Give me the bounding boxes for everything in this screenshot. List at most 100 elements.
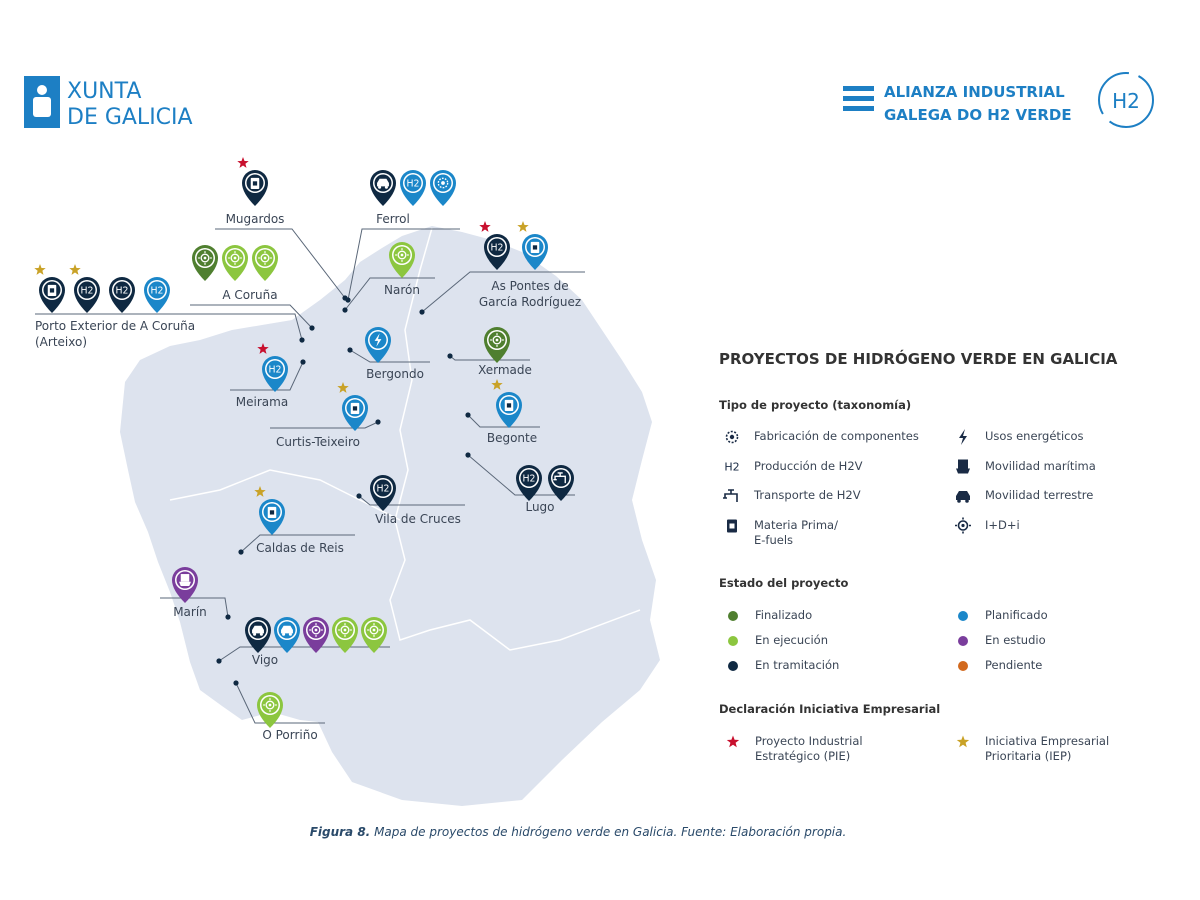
icon-text: H2: [116, 285, 129, 296]
icon: [228, 251, 242, 265]
icon-text: H2: [81, 285, 94, 296]
star: [491, 379, 503, 390]
leader-line: [421, 271, 585, 313]
icon-part: [180, 574, 190, 582]
icon-part: [203, 256, 207, 260]
location-dot: [465, 452, 471, 458]
icon: H2: [491, 242, 504, 253]
logo-text: DE GALICIA: [67, 105, 193, 130]
icon-part: [340, 625, 350, 635]
icon-part: [252, 181, 258, 186]
leader-line: [230, 361, 304, 391]
icon-text: H2: [724, 461, 739, 474]
location-label: As Pontes de García Rodríguez: [478, 279, 582, 309]
status-dot: [958, 661, 968, 671]
legend-label: Proyecto Industrial Estratégico (PIE): [755, 734, 863, 763]
icon-part: [956, 468, 970, 474]
legend-label: Iniciativa Empresarial Prioritaria (IEP): [985, 734, 1110, 763]
leader-line: [467, 454, 575, 496]
icon-part: [532, 245, 538, 250]
location-label: Curtis-Teixeiro: [276, 435, 360, 449]
icon: [956, 459, 970, 474]
legend-label: Movilidad marítima: [985, 458, 1096, 473]
icon: [258, 251, 272, 265]
icon-part: [395, 248, 409, 262]
icon-part: [268, 703, 272, 707]
icon-part: [729, 434, 735, 440]
icon-part: [179, 581, 191, 586]
icon: H2: [269, 364, 282, 375]
location-dot: [300, 359, 306, 365]
icon: [263, 698, 277, 712]
pin-core: [113, 281, 131, 299]
icon-part: [723, 489, 738, 502]
star: [237, 157, 249, 168]
location-label: Vila de Cruces: [375, 512, 461, 526]
icon-part: [281, 625, 293, 634]
legend-heading: Tipo de proyecto (taxonomía): [719, 398, 912, 412]
location-label: Begonte: [486, 431, 538, 445]
icon-part: [311, 625, 321, 635]
icon: [490, 333, 504, 347]
icon: [504, 399, 514, 411]
status-dot: [728, 636, 738, 646]
icon-part: [961, 523, 965, 528]
location-label: Ferrol: [376, 212, 410, 226]
leader-line: [190, 304, 313, 329]
icon-text: H2: [523, 473, 536, 484]
star: [69, 264, 81, 275]
star: [337, 382, 349, 393]
icon-part: [378, 185, 382, 189]
icon: [395, 248, 409, 262]
icon: [725, 430, 739, 444]
legend-label: Transporte de H2V: [754, 488, 861, 502]
icon: [252, 625, 264, 636]
location-dot: [233, 680, 239, 686]
legend-label: I+D+i: [985, 517, 1020, 532]
icon-part: [288, 632, 292, 636]
icon-part: [259, 632, 263, 636]
icon-part: [965, 499, 969, 503]
location-dot: [375, 419, 381, 425]
legend-heading: Declaración Iniciativa Empresarial: [719, 702, 941, 716]
icon: H2: [151, 285, 164, 296]
star: [726, 735, 740, 748]
location-dot: [225, 614, 231, 620]
icon: [350, 402, 360, 414]
icon-part: [49, 288, 55, 293]
leader-line: [358, 495, 465, 506]
icon-text: H2: [491, 242, 504, 253]
badge-text: H2: [1112, 89, 1140, 113]
icon: [377, 178, 389, 189]
pin-core: [266, 360, 284, 378]
icon-text: H2: [377, 483, 390, 494]
icon-part: [369, 625, 379, 635]
icon-part: [253, 632, 257, 636]
location-dot: [238, 549, 244, 555]
icon-part: [252, 625, 264, 634]
status-dot: [728, 661, 738, 671]
icon: [530, 241, 540, 253]
icon-part: [384, 185, 388, 189]
icon-part: [492, 335, 502, 345]
icon-part: [338, 623, 352, 637]
location-label: Xermade: [478, 363, 532, 377]
icon-part: [955, 517, 971, 534]
icon-part: [263, 256, 267, 260]
caption-text: Mapa de proyectos de hidrógeno verde en …: [374, 825, 846, 839]
legend-label: Materia Prima/ E-fuels: [754, 517, 838, 547]
icon: H2: [377, 483, 390, 494]
icon-part: [957, 499, 961, 503]
icon-part: [374, 333, 382, 347]
galicia-map: [120, 226, 660, 806]
icon: H2: [81, 285, 94, 296]
icon: H2: [407, 178, 420, 189]
icon-part: [260, 253, 270, 263]
legend-label: Producción de H2V: [754, 458, 863, 473]
icon-part: [269, 510, 275, 515]
icon-part: [233, 256, 237, 260]
legend-label: Finalizado: [755, 608, 813, 622]
province-borders: [169, 227, 641, 651]
